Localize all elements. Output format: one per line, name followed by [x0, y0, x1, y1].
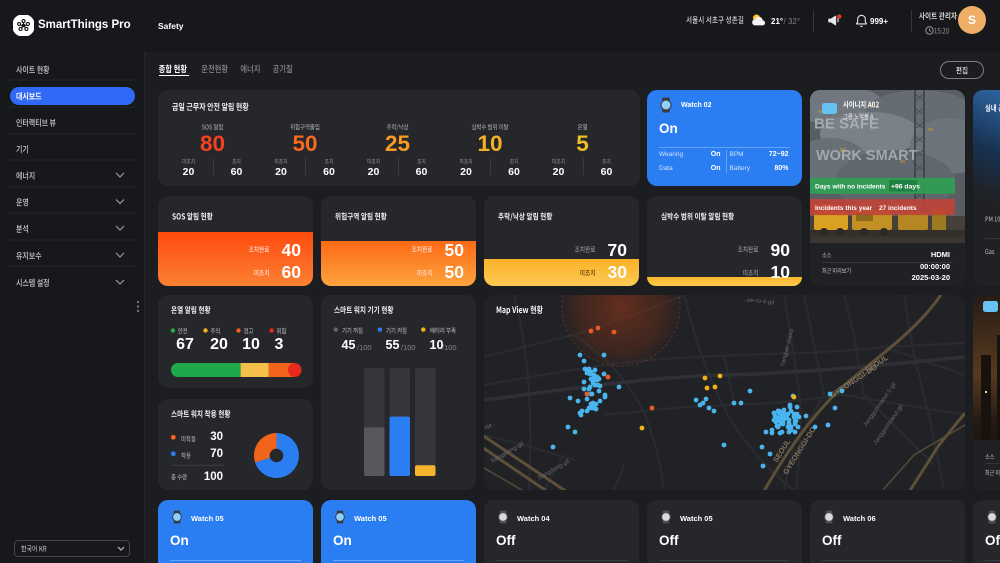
svg-text:27 incidents: 27 incidents	[879, 205, 917, 212]
svg-text:...oe-ro 4-gil: ...oe-ro 4-gil	[742, 297, 774, 306]
svg-text:Days with no incidents: Days with no incidents	[815, 184, 886, 191]
svg-text:BE SAFE: BE SAFE	[814, 116, 879, 133]
svg-text:Ne...: Ne...	[484, 420, 498, 432]
svg-text:+96 days: +96 days	[891, 184, 920, 191]
svg-text:Incidents this year: Incidents this year	[815, 205, 873, 212]
svg-text:WORK SMART: WORK SMART	[816, 148, 918, 164]
